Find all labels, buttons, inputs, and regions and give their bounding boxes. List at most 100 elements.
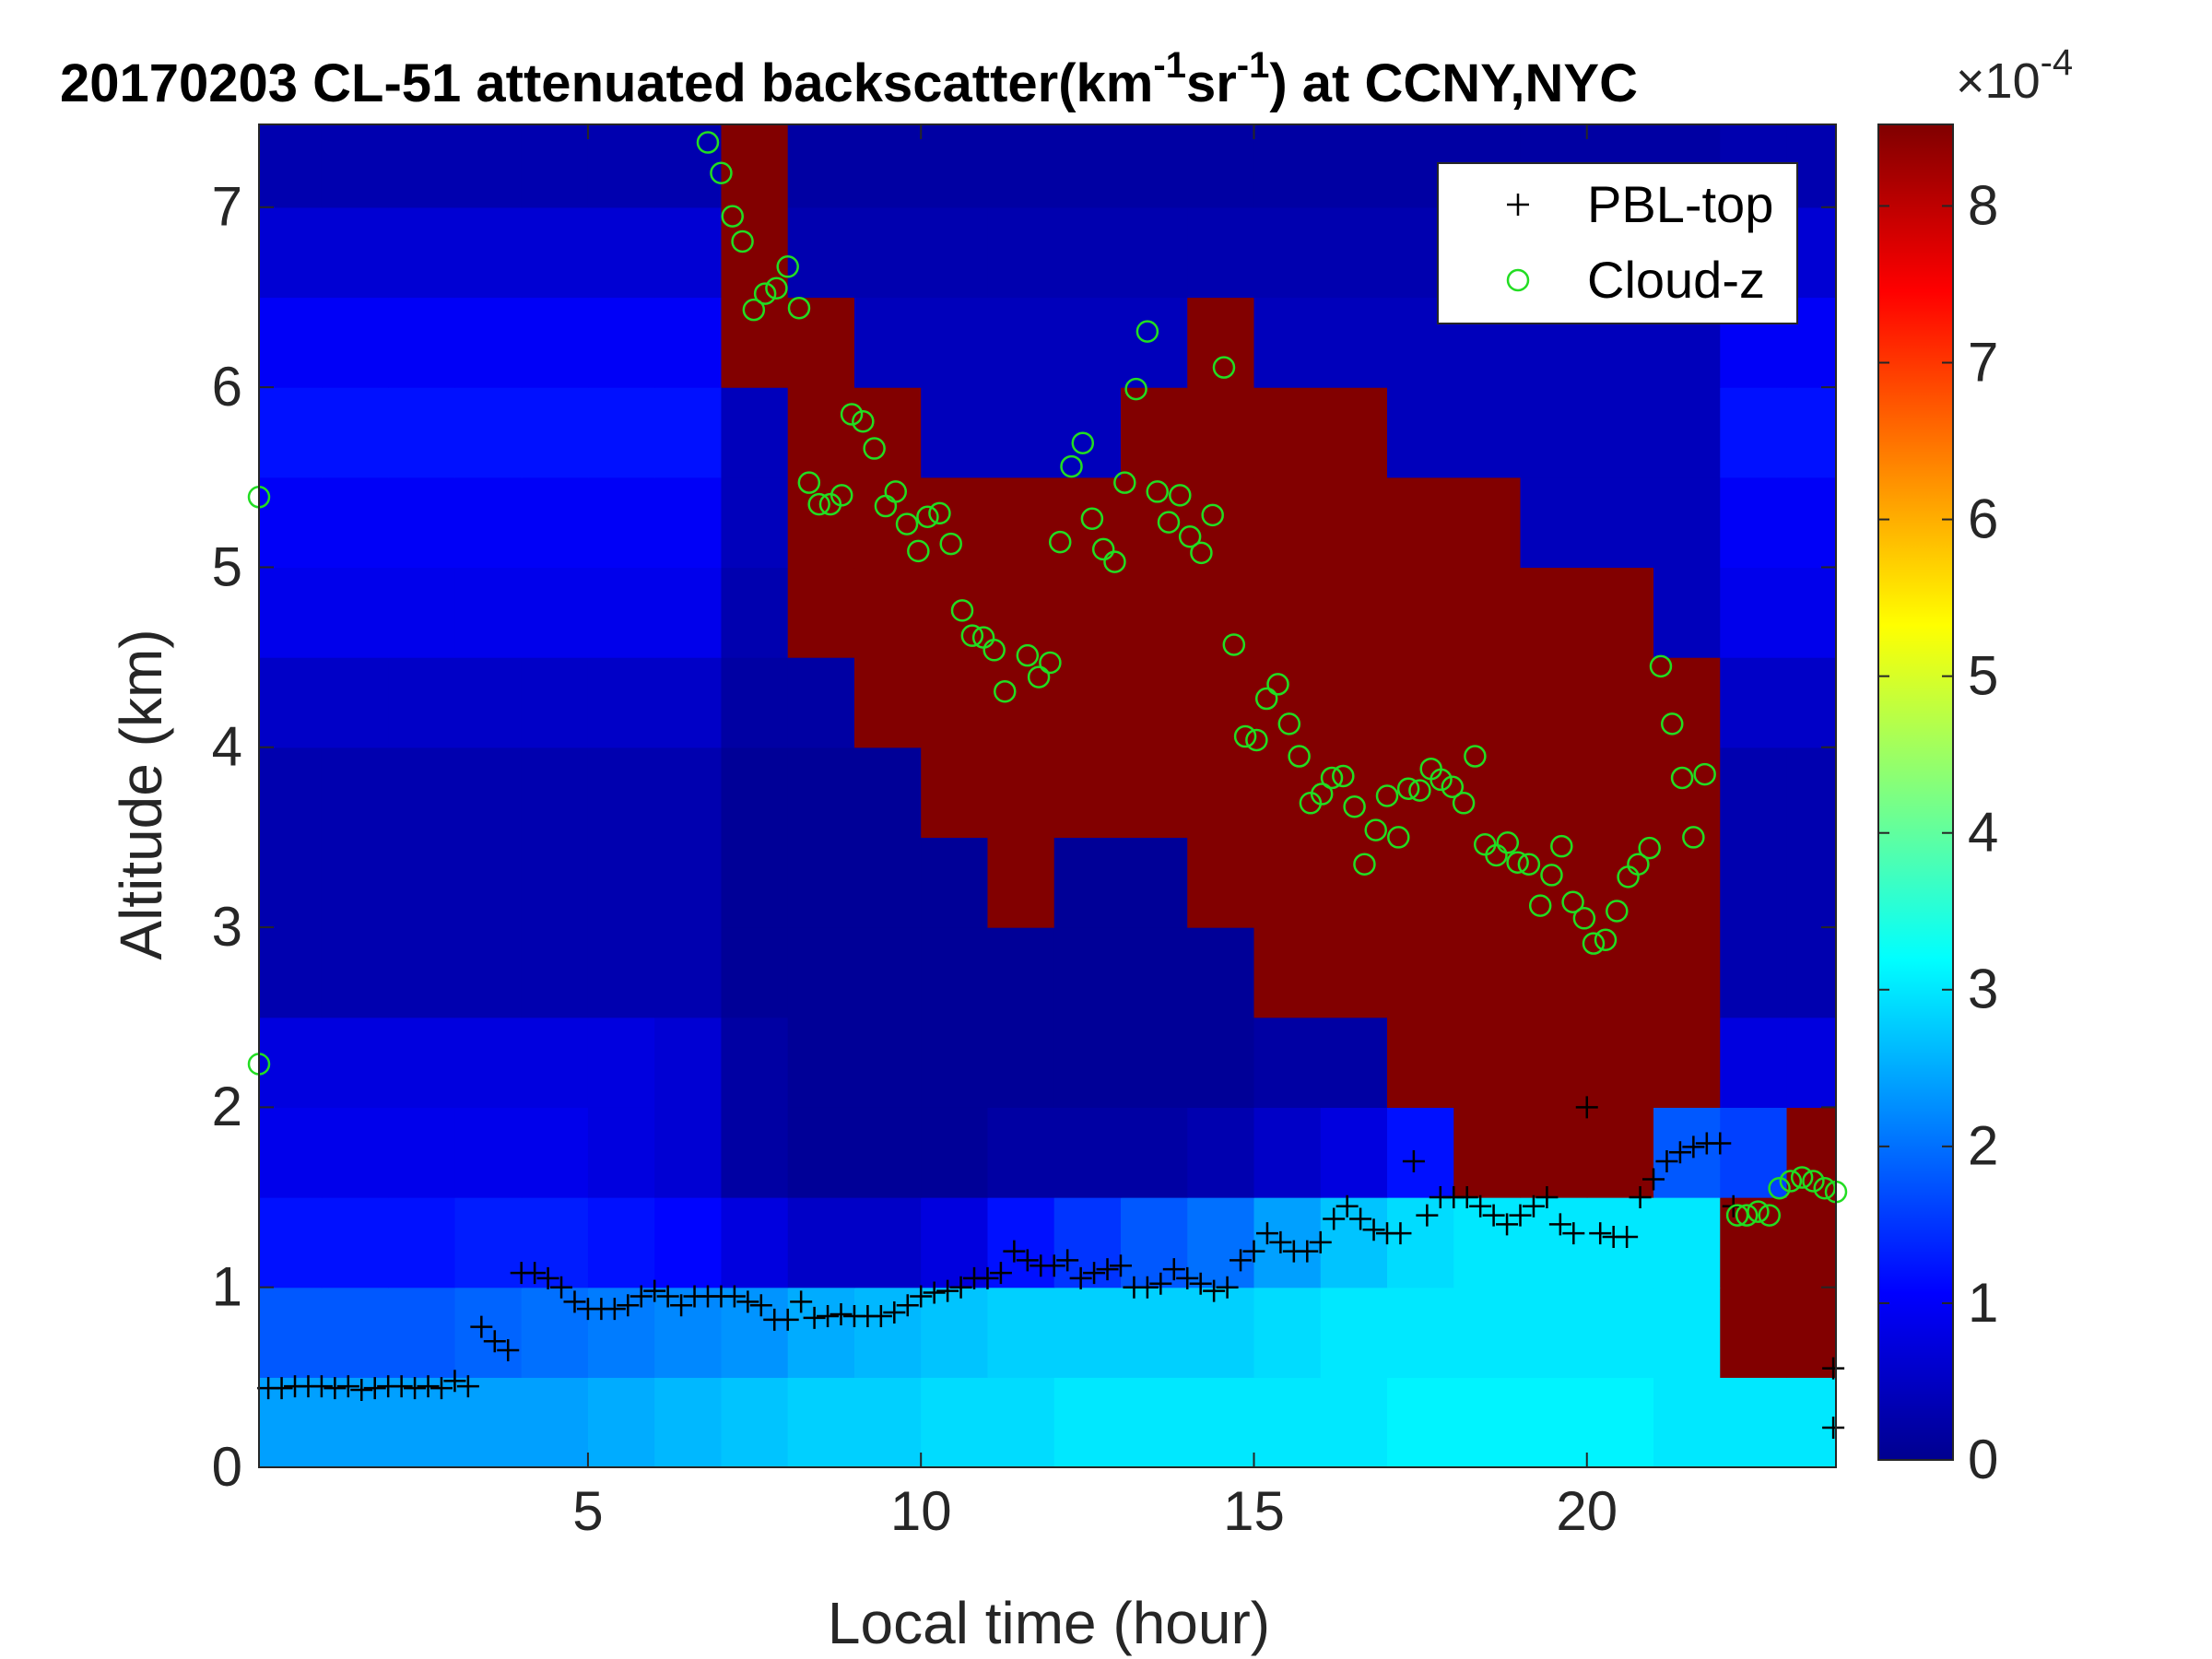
heatmap-cell — [587, 1287, 655, 1378]
cloud-point — [830, 484, 853, 507]
heatmap-cell — [1520, 1017, 1588, 1108]
heatmap-cell — [1520, 567, 1588, 658]
cloud-point — [1506, 851, 1529, 875]
pbl-point — [1389, 1222, 1412, 1245]
heatmap-cell — [921, 124, 989, 208]
heatmap-cell — [1320, 387, 1388, 478]
heatmap-cell — [1586, 477, 1654, 569]
heatmap-cell — [388, 567, 456, 658]
heatmap-cell — [1053, 837, 1122, 928]
heatmap-cell — [1120, 1017, 1188, 1108]
heatmap-cell — [1586, 747, 1654, 839]
heatmap-cell — [521, 124, 589, 208]
heatmap-cell — [1320, 1197, 1388, 1288]
heatmap-cell — [654, 927, 723, 1018]
cloud-point — [1364, 818, 1387, 841]
heatmap-cell — [388, 657, 456, 748]
cloud-point — [1768, 1177, 1791, 1200]
heatmap-cell — [921, 387, 989, 478]
heatmap-cell — [1520, 1287, 1588, 1378]
heatmap-cell — [1120, 927, 1188, 1018]
heatmap-cell — [587, 1377, 655, 1468]
heatmap-cell — [1586, 1377, 1654, 1468]
pbl-point — [1509, 1204, 1532, 1227]
heatmap-cell — [987, 1287, 1055, 1378]
cloud-point — [1048, 530, 1072, 554]
heatmap-cell — [853, 1107, 922, 1198]
heatmap-cell — [454, 124, 523, 208]
cloud-point — [1320, 766, 1344, 790]
heatmap-cell — [721, 837, 789, 928]
heatmap-cell — [1120, 1107, 1188, 1198]
heatmap-cell — [1653, 387, 1721, 478]
y-tick-label: 4 — [212, 716, 242, 778]
heatmap-cell — [853, 124, 922, 208]
heatmap-cell — [721, 1377, 789, 1468]
heatmap-cell — [1320, 477, 1388, 569]
title-part: ) at CCNY,NYC — [1269, 53, 1638, 113]
heatmap-cell — [1653, 477, 1721, 569]
cloud-point — [807, 492, 830, 516]
cloud-point — [1169, 484, 1192, 507]
heatmap-cell — [654, 124, 723, 208]
heatmap-cell — [1253, 1287, 1322, 1378]
heatmap-cell — [1720, 927, 1788, 1018]
cloud-point — [1113, 471, 1136, 494]
heatmap-cell — [921, 927, 989, 1018]
cloud-point — [1802, 1170, 1825, 1193]
cloud-point — [907, 539, 930, 563]
pbl-point — [749, 1294, 772, 1317]
cloud-point — [916, 505, 939, 529]
heatmap-cell — [1253, 1017, 1322, 1108]
heatmap-cell — [654, 1197, 723, 1288]
heatmap-cell — [1520, 1197, 1588, 1288]
pbl-point — [1069, 1266, 1092, 1289]
pbl-point — [603, 1298, 626, 1321]
heatmap-cell — [521, 837, 589, 928]
pbl-point — [883, 1301, 906, 1324]
cloud-point — [1813, 1177, 1836, 1200]
heatmap-cell — [321, 747, 389, 839]
heatmap-cell — [853, 1287, 922, 1378]
heatmap-cell — [1453, 1107, 1522, 1198]
pbl-point — [1655, 1149, 1678, 1172]
heatmap-cell — [1786, 567, 1837, 658]
cloud-point — [696, 131, 720, 154]
heatmap-cell — [987, 1197, 1055, 1288]
heatmap-cell — [1187, 657, 1255, 748]
heatmap-cell — [1053, 124, 1122, 208]
heatmap-cell — [1387, 927, 1454, 1018]
x-tick-label: 5 — [572, 1480, 603, 1542]
heatmap-cell — [454, 477, 523, 569]
heatmap-cell — [454, 747, 523, 839]
y-tick-label: 7 — [212, 176, 242, 238]
heatmap-cell — [1786, 1017, 1837, 1108]
pbl-point — [524, 1262, 547, 1285]
heatmap-cell — [721, 124, 789, 208]
colorbar-tick-label: 1 — [1968, 1272, 1998, 1334]
cloud-point — [753, 282, 777, 305]
pbl-point — [976, 1266, 999, 1289]
heatmap-cell — [921, 1287, 989, 1378]
heatmap-cell — [987, 567, 1055, 658]
pbl-point — [390, 1375, 413, 1398]
y-tick-label: 5 — [212, 535, 242, 597]
heatmap-cell — [654, 206, 723, 299]
cloud-point — [1452, 792, 1476, 815]
pbl-point — [656, 1285, 679, 1308]
cloud-point — [1332, 764, 1355, 788]
heatmap-cell — [1786, 747, 1837, 839]
heatmap-cell — [1453, 567, 1522, 658]
heatmap-cell — [654, 1377, 723, 1468]
heatmap-cell — [1053, 747, 1122, 839]
heatmap-cell — [454, 657, 523, 748]
heatmap-cell — [259, 1197, 323, 1288]
heatmap-cell — [987, 837, 1055, 928]
pbl-point — [1589, 1222, 1612, 1245]
heatmap-cell — [1453, 1197, 1522, 1288]
heatmap-cell — [853, 567, 922, 658]
heatmap-cell — [921, 747, 989, 839]
cloud-point — [1496, 831, 1520, 854]
heatmap-cell — [587, 837, 655, 928]
colorbar-label: ×10-4 — [1956, 42, 2073, 110]
